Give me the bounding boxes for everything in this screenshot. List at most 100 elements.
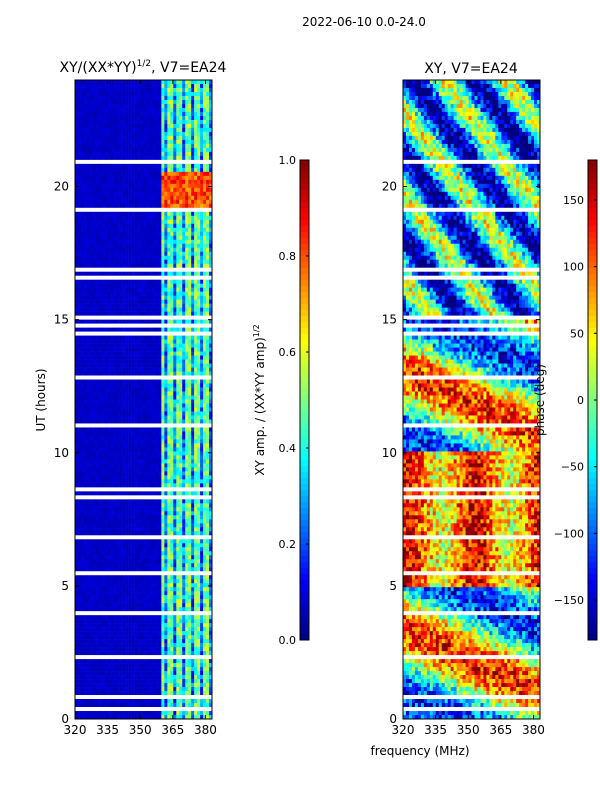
heatmap-cell <box>167 351 171 356</box>
heatmap-cell <box>194 127 198 133</box>
heatmap-cell <box>107 555 112 560</box>
heatmap-cell <box>179 175 183 181</box>
heatmap-cell <box>149 80 153 85</box>
heatmap-cell <box>182 199 186 205</box>
heatmap-cell <box>86 195 91 201</box>
heatmap-cell <box>155 527 159 532</box>
heatmap-cell <box>182 431 186 436</box>
heatmap-cell <box>137 215 141 221</box>
heatmap-cell <box>107 211 112 217</box>
heatmap-cell <box>197 403 201 408</box>
heatmap-cell <box>113 527 117 532</box>
heatmap-cell <box>134 327 138 332</box>
heatmap-cell <box>173 295 177 300</box>
heatmap-cell <box>179 451 183 456</box>
heatmap-cell <box>176 443 180 448</box>
heatmap-cell <box>173 551 177 556</box>
heatmap-cell <box>146 427 150 432</box>
heatmap-cell <box>152 387 156 392</box>
heatmap-cell <box>206 371 210 376</box>
heatmap-cell <box>158 519 162 524</box>
heatmap-cell <box>116 367 120 372</box>
heatmap-cell <box>110 471 115 476</box>
heatmap-cell <box>146 435 150 440</box>
heatmap-cell <box>191 355 195 360</box>
heatmap-cell <box>95 171 100 177</box>
heatmap-cell <box>110 227 115 233</box>
heatmap-cell <box>209 367 213 372</box>
heatmap-cell <box>197 515 201 520</box>
heatmap-cell <box>173 555 177 560</box>
heatmap-cell <box>128 199 132 205</box>
heatmap-cell <box>200 555 204 560</box>
heatmap-cell <box>80 383 85 388</box>
heatmap-cell <box>125 411 129 416</box>
heatmap-cell <box>116 355 120 360</box>
heatmap-cell <box>92 247 97 253</box>
heatmap-cell <box>119 235 123 241</box>
heatmap-cell <box>101 467 106 472</box>
heatmap-cell <box>98 223 103 229</box>
heatmap-cell <box>158 87 162 93</box>
heatmap-cell <box>140 195 144 201</box>
heatmap-cell <box>95 119 100 125</box>
heatmap-cell <box>110 351 115 356</box>
heatmap-cell <box>143 183 147 189</box>
heatmap-cell <box>83 539 88 544</box>
heatmap-cell <box>200 531 204 536</box>
heatmap-cell <box>98 219 103 225</box>
heatmap-cell <box>131 227 135 233</box>
heatmap-cell <box>164 215 168 221</box>
heatmap-cell <box>122 271 126 276</box>
heatmap-cell <box>128 327 132 332</box>
heatmap-cell <box>107 103 112 109</box>
heatmap-cell <box>122 519 126 524</box>
heatmap-cell <box>188 507 192 512</box>
heatmap-cell <box>164 371 168 376</box>
heatmap-cell <box>140 327 144 332</box>
heatmap-cell <box>146 479 150 484</box>
heatmap-cell <box>128 547 132 552</box>
heatmap-cell <box>134 503 138 508</box>
heatmap-cell <box>128 171 132 177</box>
heatmap-cell <box>122 395 126 400</box>
heatmap-cell <box>119 263 123 269</box>
heatmap-cell <box>92 411 97 416</box>
heatmap-cell <box>116 431 120 436</box>
heatmap-cell <box>98 235 103 241</box>
heatmap-cell <box>86 107 91 113</box>
heatmap-cell <box>137 427 141 432</box>
heatmap-cell <box>104 483 109 488</box>
heatmap-cell <box>89 443 94 448</box>
heatmap-cell <box>131 395 135 400</box>
heatmap-cell <box>203 391 207 396</box>
heatmap-cell <box>86 371 91 376</box>
heatmap-cell <box>110 251 115 257</box>
heatmap-cell <box>188 171 192 177</box>
heatmap-cell <box>173 427 177 432</box>
heatmap-cell <box>119 243 123 249</box>
heatmap-cell <box>149 387 153 392</box>
heatmap-cell <box>101 415 106 420</box>
heatmap-cell <box>83 391 88 396</box>
heatmap-cell <box>200 435 204 440</box>
heatmap-cell <box>188 531 192 536</box>
heatmap-cell <box>80 199 85 205</box>
heatmap-cell <box>119 339 123 344</box>
heatmap-cell <box>185 439 189 444</box>
heatmap-cell <box>191 555 195 560</box>
heatmap-cell <box>209 335 213 340</box>
heatmap-cell <box>170 507 174 512</box>
heatmap-cell <box>92 307 97 312</box>
heatmap-cell <box>137 467 141 472</box>
heatmap-cell <box>107 367 112 372</box>
heatmap-cell <box>116 163 120 169</box>
heatmap-cell <box>125 479 129 484</box>
heatmap-cell <box>134 143 138 149</box>
heatmap-cell <box>161 491 165 496</box>
heatmap-cell <box>110 99 115 105</box>
heatmap-cell <box>149 183 153 189</box>
heatmap-cell <box>119 547 123 552</box>
heatmap-cell <box>134 187 138 193</box>
heatmap-cell <box>131 447 135 452</box>
